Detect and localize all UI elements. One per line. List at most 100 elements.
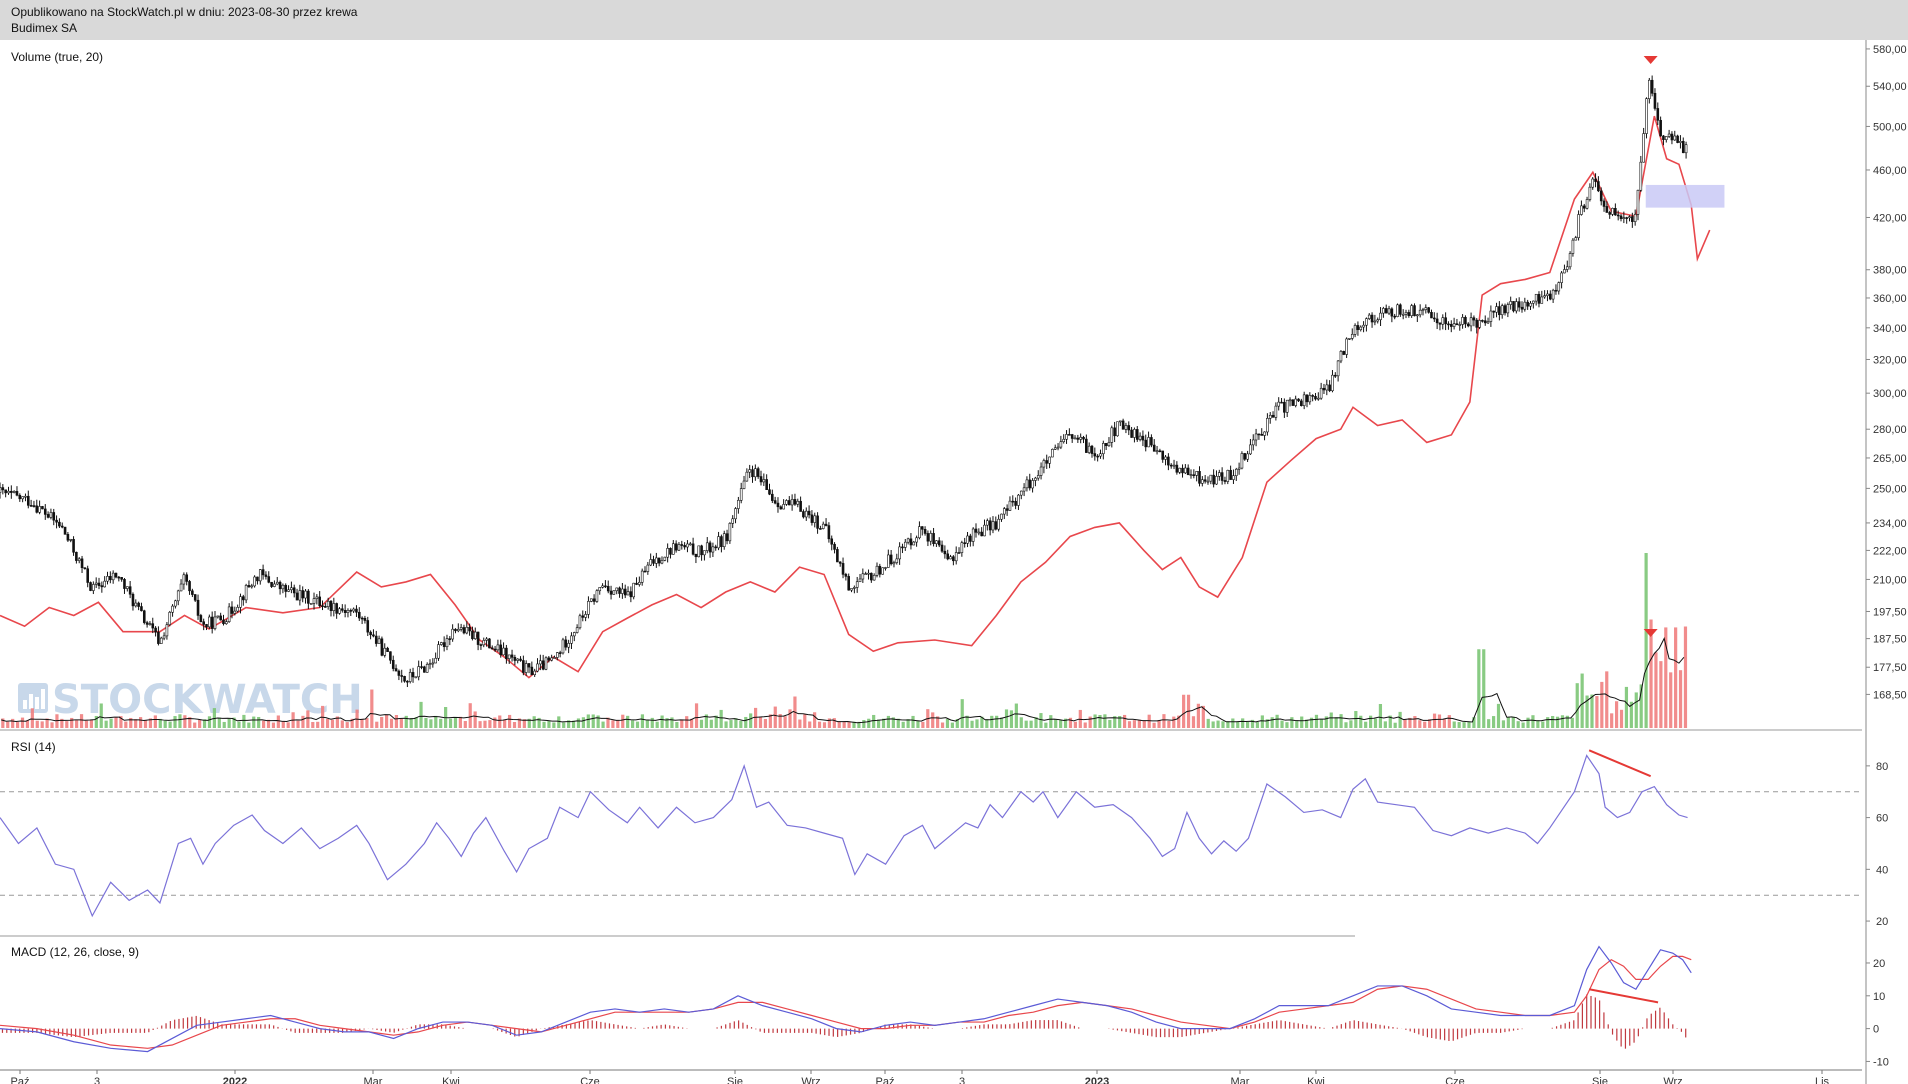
candle-body: [635, 582, 638, 585]
candle-body: [793, 499, 797, 505]
volume-bar: [591, 714, 595, 728]
candle-body: [519, 658, 522, 661]
volume-bar: [1403, 718, 1407, 728]
volume-bar: [99, 703, 103, 728]
date-tick-label: Paź: [876, 1076, 895, 1084]
candle-body: [165, 624, 169, 637]
volume-bar: [1137, 719, 1141, 728]
candle-body: [1382, 308, 1385, 314]
candle-body: [1438, 322, 1442, 325]
volume-bar: [626, 715, 630, 728]
volume-bar: [424, 717, 428, 728]
candle-body: [210, 616, 214, 629]
date-tick-label: Kwi: [1307, 1076, 1325, 1084]
volume-bar: [724, 721, 728, 728]
candle-body: [389, 651, 392, 661]
volume-bar: [40, 721, 44, 728]
date-tick-label: Cze: [1445, 1076, 1465, 1084]
candle-body: [278, 581, 282, 590]
candle-body: [1280, 401, 1283, 404]
candle-body: [1048, 456, 1051, 464]
volume-bar: [872, 714, 876, 728]
volume-bar: [1359, 715, 1363, 728]
volume-bar: [94, 715, 98, 728]
volume-bar: [1039, 713, 1043, 728]
date-tick-label: Cze: [580, 1076, 600, 1084]
candle-body: [1308, 395, 1312, 403]
candle-body: [606, 585, 610, 592]
candle-body: [1178, 467, 1181, 473]
candle-body: [1019, 490, 1023, 496]
candle-body: [1011, 500, 1015, 503]
candle-body: [1333, 374, 1337, 377]
candle-body: [1350, 334, 1354, 339]
candle-body: [1127, 425, 1131, 431]
rsi-divergence-line: [1588, 749, 1652, 778]
candle-body: [1014, 500, 1017, 506]
volume-bar: [955, 718, 959, 728]
candle-body: [1379, 312, 1382, 321]
volume-bar: [1314, 714, 1319, 728]
volume-bar: [1063, 718, 1068, 728]
candle-body: [1591, 178, 1595, 188]
candle-body: [1302, 394, 1306, 406]
volume-bar: [429, 719, 433, 728]
candle-body: [530, 666, 534, 676]
candle-body: [502, 647, 505, 656]
candle-body: [1254, 433, 1258, 441]
candle-body: [957, 552, 961, 554]
candle-body: [1676, 135, 1679, 143]
candle-body: [468, 626, 471, 632]
candle-body: [148, 623, 152, 625]
candle-body: [895, 558, 899, 563]
candle-body: [4, 489, 7, 494]
candle-body: [1594, 178, 1597, 182]
candle-body: [1039, 466, 1043, 476]
candle-body: [745, 471, 749, 482]
candle-body: [372, 634, 375, 637]
relative-strength-line: [0, 115, 1711, 679]
candle-body: [408, 672, 412, 682]
candle-body: [1365, 318, 1368, 326]
volume-bar: [1644, 553, 1648, 728]
volume-bar: [325, 718, 330, 728]
macd-divergence-line: [1588, 988, 1659, 1004]
candle-body: [1540, 296, 1544, 304]
volume-bar: [1511, 716, 1515, 728]
volume-bar: [1147, 714, 1151, 728]
candle-body: [875, 565, 879, 576]
volume-bar: [173, 716, 177, 728]
candle-body: [290, 587, 293, 591]
candle-body: [1342, 351, 1346, 355]
candle-body: [120, 577, 123, 580]
price-tick-label: 320,00: [1873, 354, 1907, 366]
candle-body: [100, 585, 104, 588]
candle-body: [1062, 438, 1066, 442]
candle-body: [1028, 479, 1032, 489]
candle-body: [225, 621, 228, 625]
volume-bar: [1049, 715, 1053, 728]
volume-panel-label: Volume (true, 20): [11, 50, 103, 64]
candle-body: [258, 569, 262, 582]
candle-body: [117, 576, 121, 579]
volume-bar: [89, 719, 93, 728]
candle-body: [1659, 119, 1662, 137]
candle-body: [946, 553, 950, 560]
candle-body: [677, 544, 681, 551]
volume-bar: [6, 721, 10, 728]
candle-body: [1220, 472, 1224, 481]
candle-body: [1068, 434, 1071, 436]
candle-body: [1526, 301, 1529, 307]
candle-body: [1161, 450, 1165, 460]
candle-body: [1348, 338, 1351, 340]
volume-bar: [734, 718, 738, 728]
candle-body: [954, 552, 958, 562]
candle-body: [533, 670, 536, 676]
candle-body: [1537, 293, 1541, 304]
candle-body: [357, 611, 361, 619]
candle-body: [604, 585, 607, 588]
candle-body: [406, 680, 409, 683]
candle-body: [346, 610, 350, 613]
candle-body: [977, 531, 981, 534]
volume-bar: [1118, 716, 1122, 728]
